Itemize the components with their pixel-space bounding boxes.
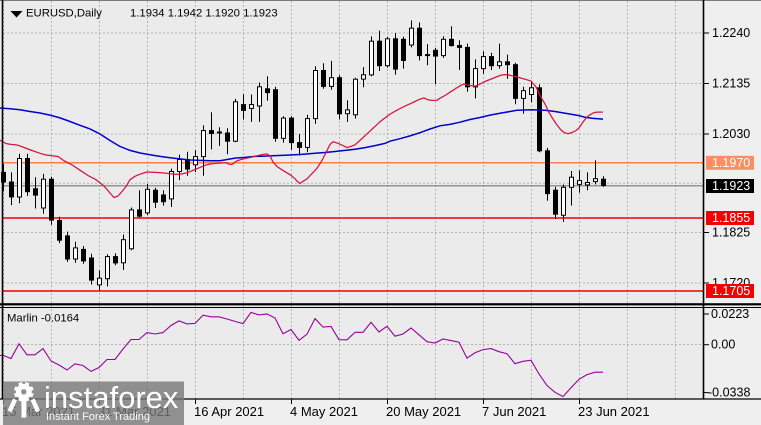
svg-text:-0.0338: -0.0338: [708, 386, 750, 400]
svg-text:1.2030: 1.2030: [712, 127, 750, 141]
svg-text:EURUSD,Daily: EURUSD,Daily: [26, 8, 102, 20]
svg-text:1.1923: 1.1923: [712, 179, 750, 193]
svg-text:1.1934 1.1942 1.1920 1.1923: 1.1934 1.1942 1.1920 1.1923: [130, 8, 278, 20]
svg-text:7 Jun 2021: 7 Jun 2021: [482, 404, 546, 419]
svg-text:instaforex: instaforex: [44, 380, 179, 415]
svg-text:1.1705: 1.1705: [712, 284, 750, 298]
svg-text:4 May 2021: 4 May 2021: [290, 404, 358, 419]
svg-text:Marlin -0.0164: Marlin -0.0164: [7, 313, 79, 325]
svg-text:0.0223: 0.0223: [711, 307, 749, 321]
svg-text:Instant Forex Trading: Instant Forex Trading: [46, 411, 150, 423]
svg-text:1.1825: 1.1825: [712, 226, 750, 240]
svg-text:1.2135: 1.2135: [712, 77, 750, 91]
svg-text:1.2240: 1.2240: [712, 26, 750, 40]
svg-text:16 Apr 2021: 16 Apr 2021: [194, 404, 264, 419]
svg-text:1.1970: 1.1970: [712, 156, 750, 170]
svg-text:1.1855: 1.1855: [712, 211, 750, 225]
svg-text:20 May 2021: 20 May 2021: [386, 404, 461, 419]
svg-text:23 Jun 2021: 23 Jun 2021: [578, 404, 650, 419]
svg-text:0.00: 0.00: [711, 338, 735, 352]
